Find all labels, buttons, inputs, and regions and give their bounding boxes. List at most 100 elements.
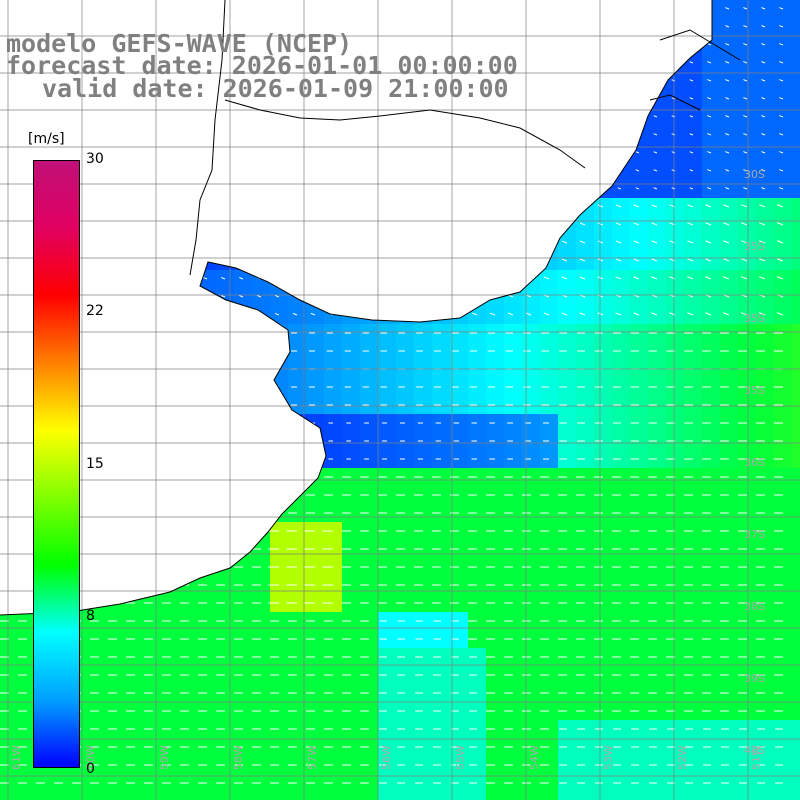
wind-arrow — [705, 204, 712, 208]
wind-arrow — [526, 240, 532, 244]
wind-cell — [324, 108, 343, 127]
wind-cell — [648, 252, 667, 271]
wind-cell — [486, 702, 505, 721]
wind-cell — [378, 306, 397, 325]
wind-cell — [324, 612, 343, 631]
wind-cell — [756, 684, 775, 703]
wind-arrow — [527, 169, 532, 172]
wind-cell — [432, 288, 451, 307]
wind-arrow — [454, 240, 460, 244]
wind-cell — [108, 108, 127, 127]
wind-cell — [558, 684, 577, 703]
wind-arrow — [437, 43, 442, 46]
wind-cell — [216, 108, 235, 127]
wind-cell — [684, 342, 703, 361]
wind-arrow — [257, 169, 262, 172]
wind-cell — [252, 738, 271, 757]
wind-cell — [0, 612, 19, 631]
wind-arrow — [185, 241, 190, 244]
wind-cell — [126, 198, 145, 217]
wind-arrow — [203, 7, 208, 10]
wind-cell — [414, 234, 433, 253]
wind-arrow — [509, 7, 514, 10]
wind-cell — [90, 666, 109, 685]
wind-cell — [378, 504, 397, 523]
wind-arrow — [203, 205, 208, 208]
wind-cell — [270, 612, 289, 631]
wind-cell — [162, 108, 181, 127]
wind-arrow — [581, 43, 586, 46]
wind-cell — [558, 72, 577, 91]
wind-cell — [522, 594, 541, 613]
wind-cell — [612, 414, 631, 433]
wind-arrow — [527, 151, 532, 154]
wind-cell — [684, 18, 703, 37]
wind-cell — [558, 90, 577, 109]
wind-cell — [288, 630, 307, 649]
wind-cell — [414, 324, 433, 343]
wind-cell — [252, 648, 271, 667]
wind-cell — [558, 594, 577, 613]
colorbar-tick: 0 — [86, 761, 95, 777]
wind-cell — [198, 216, 217, 235]
wind-cell — [0, 108, 19, 127]
wind-cell — [648, 216, 667, 235]
wind-arrow — [705, 258, 712, 262]
wind-cell — [324, 252, 343, 271]
wind-arrow — [761, 115, 766, 118]
wind-arrow — [275, 133, 280, 136]
wind-cell — [108, 234, 127, 253]
wind-arrow — [507, 276, 514, 280]
wind-cell — [306, 414, 325, 433]
wind-cell — [0, 684, 19, 703]
wind-cell — [630, 702, 649, 721]
wind-cell — [108, 576, 127, 595]
wind-arrow — [671, 61, 676, 64]
wind-cell — [18, 666, 37, 685]
wind-cell — [432, 720, 451, 739]
wind-arrow — [561, 258, 568, 262]
wind-cell — [108, 450, 127, 469]
wind-cell — [342, 648, 361, 667]
wind-arrow — [687, 240, 694, 244]
wind-cell — [108, 306, 127, 325]
wind-cell — [540, 612, 559, 631]
wind-cell — [414, 396, 433, 415]
wind-arrow — [149, 151, 154, 154]
wind-arrow — [561, 222, 568, 226]
wind-cell — [0, 288, 19, 307]
wind-cell — [126, 396, 145, 415]
wind-cell — [162, 270, 181, 289]
wind-cell — [450, 18, 469, 37]
wind-cell — [180, 540, 199, 559]
wind-cell — [432, 216, 451, 235]
wind-arrow — [185, 25, 190, 28]
wind-cell — [18, 630, 37, 649]
wind-cell — [738, 0, 757, 19]
wind-arrow — [563, 115, 568, 118]
border-line — [189, 0, 741, 276]
wind-cell — [666, 0, 685, 19]
wind-cell — [648, 486, 667, 505]
wind-arrow — [651, 240, 658, 244]
wind-cell — [720, 432, 739, 451]
wind-arrow — [723, 240, 730, 244]
wind-arrow — [400, 204, 406, 208]
wind-cell — [216, 378, 235, 397]
wind-cell — [684, 216, 703, 235]
wind-cell — [540, 198, 559, 217]
wind-arrow — [579, 204, 586, 208]
wind-cell — [504, 252, 523, 271]
wind-cell — [702, 342, 721, 361]
wind-cell — [504, 576, 523, 595]
wind-arrow — [687, 222, 694, 226]
wind-cell — [252, 234, 271, 253]
wind-arrow — [743, 25, 748, 28]
wind-cell — [216, 432, 235, 451]
wind-arrow — [132, 241, 136, 244]
wind-cell — [288, 558, 307, 577]
wind-arrow — [740, 312, 748, 316]
wind-cell — [756, 792, 775, 800]
wind-cell — [270, 468, 289, 487]
